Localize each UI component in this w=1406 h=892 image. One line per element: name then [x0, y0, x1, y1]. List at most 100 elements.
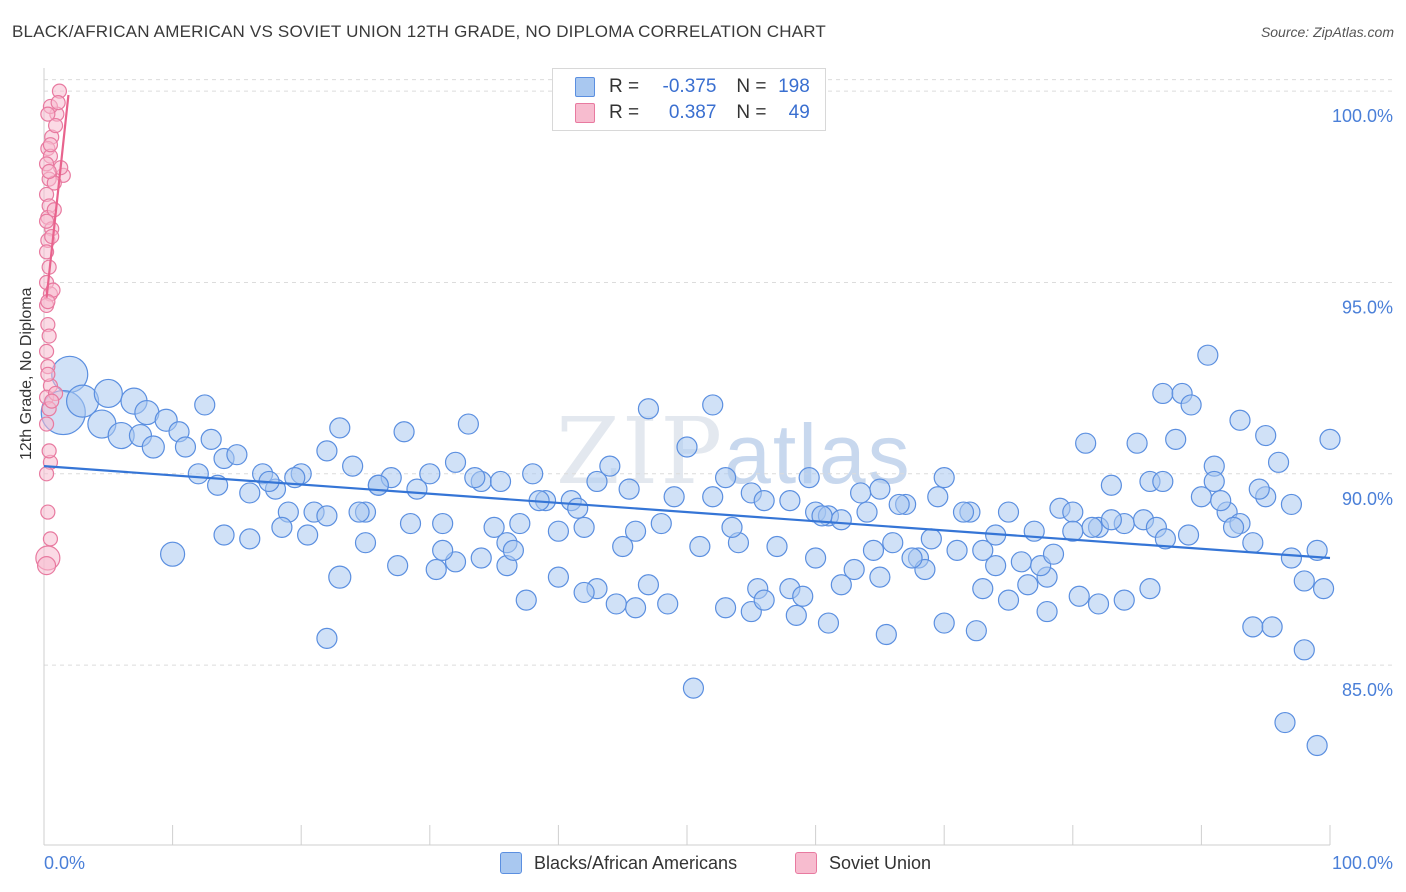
point-blacks [714, 597, 737, 619]
point-blacks [348, 501, 370, 523]
point-blacks [1280, 493, 1303, 516]
legend-n-value: 49 [788, 102, 810, 123]
point-blacks [869, 478, 891, 500]
point-blacks [972, 578, 994, 600]
data-points [35, 83, 1341, 757]
point-blacks [1248, 478, 1270, 500]
point-blacks [843, 558, 865, 581]
bottom-legend-label: Soviet Union [829, 852, 932, 873]
y-tick-label: 90.0% [1342, 489, 1393, 509]
legend-r-value: -0.375 [662, 76, 717, 97]
point-blacks [1010, 551, 1032, 573]
legend-swatch-blue [575, 77, 595, 97]
point-blacks [624, 597, 647, 619]
point-blacks [1100, 474, 1122, 496]
point-blacks [387, 555, 409, 577]
point-blacks [637, 574, 660, 596]
point-blacks [515, 589, 537, 611]
point-blacks [1222, 516, 1245, 538]
point-blacks [354, 532, 377, 554]
point-soviet [41, 328, 57, 344]
point-blacks [817, 612, 840, 634]
legend-r-label: R = [609, 76, 640, 97]
point-blacks [1180, 394, 1202, 416]
chart-title: BLACK/AFRICAN AMERICAN VS SOVIET UNION 1… [12, 22, 827, 41]
point-blacks [1087, 593, 1110, 615]
point-blacks [1081, 516, 1103, 538]
point-blacks [194, 394, 216, 416]
point-blacks [624, 520, 647, 542]
point-blacks [830, 509, 852, 531]
point-blacks [1229, 409, 1251, 431]
point-blacks [1152, 470, 1174, 493]
point-blacks [850, 482, 872, 504]
point-blacks [174, 436, 197, 458]
point-blacks [432, 539, 454, 561]
point-blacks [637, 398, 660, 420]
point-blacks [1197, 344, 1219, 366]
source-label: Source: ZipAtlas.com [1260, 24, 1394, 40]
point-blacks [432, 512, 454, 535]
point-blacks [1242, 616, 1264, 638]
point-blacks [702, 394, 724, 416]
point-blacks [869, 566, 891, 588]
point-blacks [141, 435, 165, 459]
point-blacks [1210, 489, 1232, 512]
point-blacks [785, 604, 807, 626]
x-tick-label: 100.0% [1332, 853, 1393, 873]
point-blacks [419, 463, 441, 485]
point-blacks [830, 574, 852, 596]
correlation-legend: R = -0.375 N = 198 R = 0.387 N = 49 [552, 68, 826, 131]
point-blacks [1274, 711, 1296, 734]
point-blacks [779, 489, 801, 512]
point-blacks [316, 505, 338, 527]
bottom-legend-blacks: Blacks/African Americans [500, 852, 737, 874]
point-blacks [271, 516, 293, 538]
point-blacks [997, 501, 1020, 523]
point-blacks [329, 417, 351, 439]
point-blacks [612, 535, 634, 558]
y-tick-label: 100.0% [1332, 106, 1393, 126]
legend-swatch-pink [575, 103, 595, 123]
point-blacks [882, 532, 904, 554]
point-blacks [888, 493, 910, 516]
point-blacks [792, 585, 814, 607]
legend-row-blacks: R = -0.375 N = 198 [575, 75, 810, 99]
bottom-legend-label: Blacks/African Americans [534, 852, 738, 873]
tick-labels: 85.0% 90.0% 95.0% 100.0% 0.0% 100.0% [44, 106, 1393, 873]
point-blacks [952, 501, 975, 523]
trend-line-soviet [45, 94, 70, 298]
point-blacks [1242, 532, 1264, 554]
point-blacks [1042, 543, 1065, 565]
point-soviet [40, 294, 56, 310]
point-blacks [207, 474, 229, 496]
point-blacks [547, 520, 570, 542]
point-blacks [1306, 539, 1328, 561]
point-blacks [200, 428, 222, 450]
point-blacks [464, 467, 486, 489]
y-tick-label: 85.0% [1342, 680, 1393, 700]
point-blacks [489, 470, 512, 493]
point-blacks [567, 497, 589, 519]
point-blacks [1267, 451, 1290, 473]
point-blacks [547, 566, 570, 588]
point-blacks [470, 547, 492, 569]
point-blacks [862, 539, 885, 561]
point-blacks [316, 627, 338, 649]
y-tick-label: 95.0% [1342, 297, 1393, 317]
legend-n-value: 198 [778, 76, 810, 97]
point-blacks [753, 589, 775, 611]
point-blacks [618, 478, 640, 500]
bottom-legend-swatch-pink [795, 852, 817, 874]
point-blacks [721, 516, 743, 538]
point-blacks [689, 535, 711, 558]
point-blacks [1319, 428, 1341, 450]
point-blacks [1113, 589, 1135, 611]
point-blacks [187, 463, 209, 485]
point-soviet [38, 416, 55, 432]
point-blacks [856, 501, 878, 523]
point-soviet [38, 343, 55, 359]
point-blacks [522, 463, 544, 485]
point-blacks [1177, 524, 1200, 546]
